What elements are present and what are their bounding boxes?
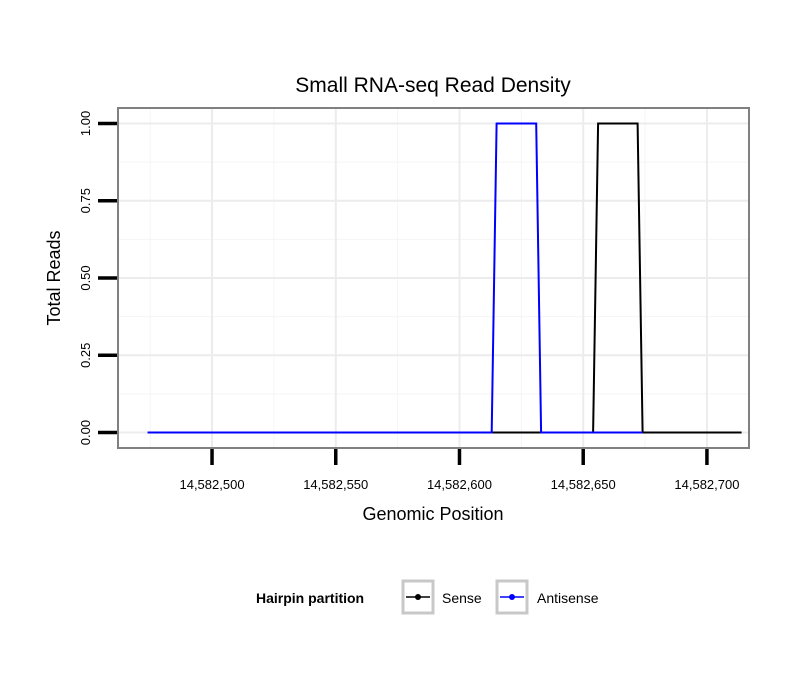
y-axis: 0.00 0.25 0.50 0.75 1.00 <box>78 111 117 445</box>
chart-title: Small RNA-seq Read Density <box>295 74 571 97</box>
x-tick-label-1: 14,582,550 <box>303 477 368 492</box>
y-tick-label-3: 0.75 <box>78 188 93 213</box>
x-axis: 14,582,500 14,582,550 14,582,600 14,582,650… <box>179 449 739 492</box>
legend-point-sense <box>415 594 421 600</box>
legend: Hairpin partition Sense Antisense <box>256 579 599 615</box>
x-tick-label-2: 14,582,600 <box>427 477 492 492</box>
legend-title: Hairpin partition <box>256 590 364 606</box>
x-axis-title: Genomic Position <box>362 504 503 524</box>
x-tick-label-3: 14,582,650 <box>551 477 616 492</box>
legend-item-antisense: Antisense <box>495 579 599 615</box>
series-layer <box>147 122 742 434</box>
series-line-antisense <box>147 122 643 434</box>
y-tick-label-2: 0.50 <box>78 265 93 290</box>
x-tick-label-4: 14,582,700 <box>674 477 739 492</box>
y-tick-label-4: 1.00 <box>78 111 93 136</box>
plot-panel-border <box>117 107 750 449</box>
legend-item-sense: Sense <box>401 579 482 615</box>
y-tick-label-0: 0.00 <box>78 420 93 445</box>
grid-lines <box>118 108 749 448</box>
y-tick-label-1: 0.25 <box>78 343 93 368</box>
legend-label-sense: Sense <box>442 590 482 606</box>
x-tick-label-0: 14,582,500 <box>179 477 244 492</box>
legend-point-antisense <box>509 594 515 600</box>
series-line-sense <box>147 122 742 434</box>
legend-label-antisense: Antisense <box>537 590 599 606</box>
y-axis-title: Total Reads <box>44 230 64 325</box>
